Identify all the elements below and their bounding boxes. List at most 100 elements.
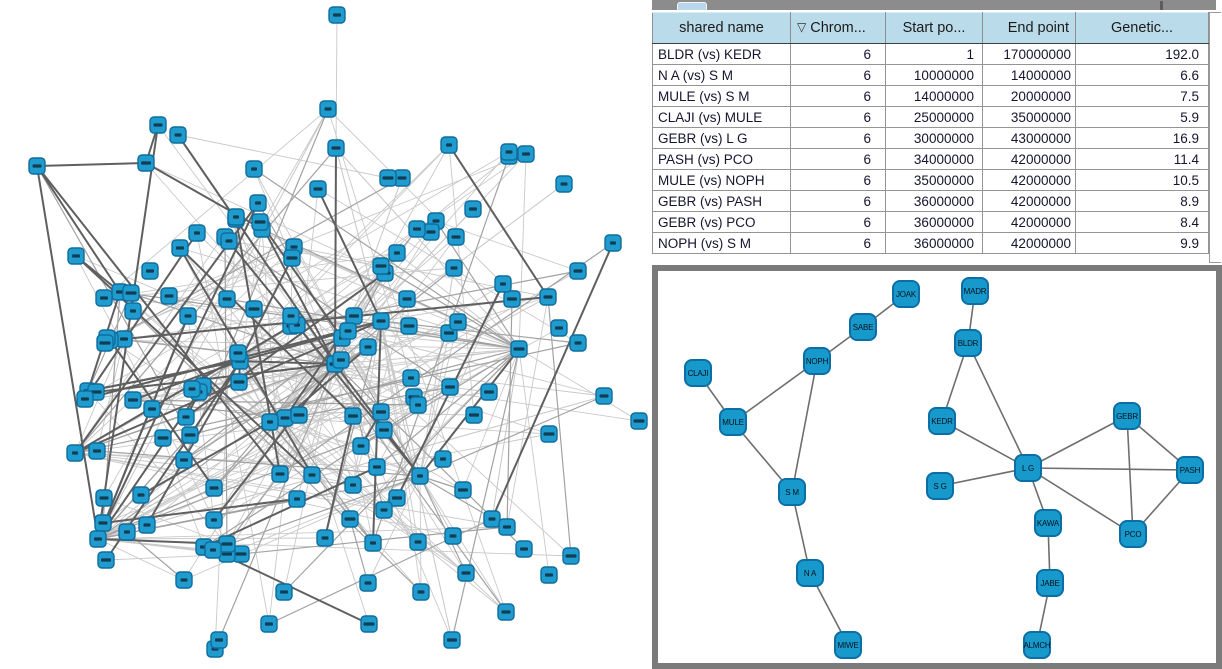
overview-node[interactable] (230, 373, 248, 391)
overview-node[interactable] (503, 290, 521, 308)
cell-end-point[interactable]: 42000000 (982, 169, 1076, 191)
detail-node-bldr[interactable]: BLDR (954, 329, 982, 357)
overview-node[interactable] (388, 489, 406, 507)
overview-node[interactable] (138, 516, 156, 534)
overview-node[interactable] (282, 307, 300, 325)
detail-node-n-a[interactable]: N A (796, 559, 824, 587)
overview-node[interactable] (359, 338, 377, 356)
cell-shared-name[interactable]: GEBR (vs) PASH (652, 190, 791, 212)
overview-node[interactable] (345, 307, 363, 325)
detail-node-claji[interactable]: CLAJI (684, 359, 712, 387)
overview-node[interactable] (550, 319, 568, 337)
detail-node-jabe[interactable]: JABE (1036, 569, 1064, 597)
cell-end-point[interactable]: 43000000 (982, 127, 1076, 149)
sort-filter-icon[interactable]: ▽ (797, 20, 807, 34)
cell-genetic-distance[interactable]: 10.5 (1075, 169, 1209, 191)
cell-end-point[interactable]: 170000000 (982, 43, 1076, 65)
overview-node[interactable] (402, 369, 420, 387)
overview-node[interactable] (398, 290, 416, 308)
cell-start-position[interactable]: 1 (885, 43, 983, 65)
cell-end-point[interactable]: 20000000 (982, 85, 1076, 107)
overview-node[interactable] (76, 390, 94, 408)
overview-node[interactable] (245, 160, 263, 178)
overview-node[interactable] (388, 244, 406, 262)
overview-node[interactable] (205, 511, 223, 529)
overview-node[interactable] (188, 224, 206, 242)
overview-node[interactable] (480, 383, 498, 401)
cell-end-point[interactable]: 42000000 (982, 148, 1076, 170)
column-header-shared-name[interactable]: shared name (652, 12, 791, 44)
cell-genetic-distance[interactable]: 6.6 (1075, 64, 1209, 86)
cell-start-position[interactable]: 36000000 (885, 232, 983, 254)
detail-node-pash[interactable]: PASH (1176, 456, 1204, 484)
overview-node[interactable] (95, 289, 113, 307)
overview-node[interactable] (539, 288, 557, 306)
cell-shared-name[interactable]: PASH (vs) PCO (652, 148, 791, 170)
overview-node[interactable] (122, 284, 140, 302)
table-row[interactable]: N A (vs) S M 6 10000000 14000000 6.6 (652, 64, 1209, 86)
overview-node[interactable] (309, 180, 327, 198)
overview-network-canvas[interactable] (0, 0, 652, 669)
overview-node[interactable] (94, 514, 112, 532)
overview-node[interactable] (344, 407, 362, 425)
detail-node-gebr[interactable]: GEBR (1113, 402, 1141, 430)
cell-genetic-distance[interactable]: 7.5 (1075, 85, 1209, 107)
overview-node[interactable] (400, 317, 418, 335)
overview-node[interactable] (179, 307, 197, 325)
overview-node[interactable] (143, 400, 161, 418)
table-row[interactable]: GEBR (vs) PASH 6 36000000 42000000 8.9 (652, 190, 1209, 212)
cell-chromosome[interactable]: 6 (790, 106, 886, 128)
overview-network-panel[interactable] (0, 0, 652, 669)
detail-node-joak[interactable]: JOAK (892, 280, 920, 308)
cell-genetic-distance[interactable]: 16.9 (1075, 127, 1209, 149)
detail-node-kawa[interactable]: KAWA (1034, 509, 1062, 537)
overview-node[interactable] (229, 344, 247, 362)
cell-start-position[interactable]: 36000000 (885, 190, 983, 212)
overview-node[interactable] (364, 534, 382, 552)
overview-node[interactable] (517, 145, 535, 163)
detail-node-s-g[interactable]: S G (926, 472, 954, 500)
overview-node[interactable] (328, 6, 346, 24)
overview-node[interactable] (359, 574, 377, 592)
table-row[interactable]: MULE (vs) S M 6 14000000 20000000 7.5 (652, 85, 1209, 107)
cell-chromosome[interactable]: 6 (790, 43, 886, 65)
overview-node[interactable] (445, 259, 463, 277)
overview-node[interactable] (319, 100, 337, 118)
cell-chromosome[interactable]: 6 (790, 169, 886, 191)
overview-node[interactable] (375, 501, 393, 519)
overview-node[interactable] (368, 458, 386, 476)
overview-node[interactable] (177, 408, 195, 426)
overview-node[interactable] (422, 223, 440, 241)
cell-start-position[interactable]: 34000000 (885, 148, 983, 170)
detail-node-kedr[interactable]: KEDR (928, 407, 956, 435)
overview-node[interactable] (393, 169, 411, 187)
cell-start-position[interactable]: 36000000 (885, 211, 983, 233)
table-row[interactable]: CLAJI (vs) MULE 6 25000000 35000000 5.9 (652, 106, 1209, 128)
overview-node[interactable] (97, 551, 115, 569)
detail-node-sabe[interactable]: SABE (849, 313, 877, 341)
detail-node-noph[interactable]: NOPH (803, 347, 831, 375)
cell-end-point[interactable]: 42000000 (982, 232, 1076, 254)
overview-node[interactable] (28, 157, 46, 175)
overview-node[interactable] (379, 169, 397, 187)
overview-node[interactable] (288, 490, 306, 508)
overview-node[interactable] (171, 239, 189, 257)
overview-node[interactable] (441, 378, 459, 396)
overview-node[interactable] (344, 476, 362, 494)
overview-node[interactable] (118, 523, 136, 541)
overview-node[interactable] (205, 479, 223, 497)
overview-node[interactable] (227, 208, 245, 226)
cell-genetic-distance[interactable]: 8.9 (1075, 190, 1209, 212)
overview-node[interactable] (124, 302, 142, 320)
overview-node[interactable] (372, 403, 390, 421)
overview-node[interactable] (375, 421, 393, 439)
overview-node[interactable] (434, 450, 452, 468)
cell-start-position[interactable]: 25000000 (885, 106, 983, 128)
table-row[interactable]: MULE (vs) NOPH 6 35000000 42000000 10.5 (652, 169, 1209, 191)
cell-genetic-distance[interactable]: 5.9 (1075, 106, 1209, 128)
overview-node[interactable] (411, 467, 429, 485)
overview-node[interactable] (332, 351, 350, 369)
overview-node[interactable] (96, 334, 114, 352)
overview-node[interactable] (218, 535, 236, 553)
cell-start-position[interactable]: 35000000 (885, 169, 983, 191)
